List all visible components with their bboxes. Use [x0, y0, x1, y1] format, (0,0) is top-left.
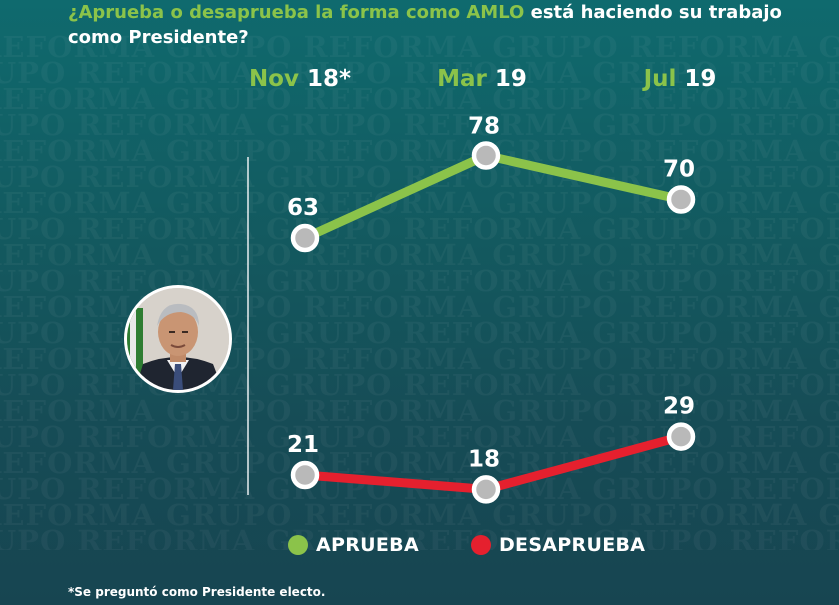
period-month: Mar: [437, 66, 495, 92]
period-month: Jul: [642, 66, 685, 92]
question-lead: ¿Aprueba o desaprueba la forma como: [68, 2, 467, 23]
data-point: [290, 460, 320, 490]
legend: APRUEBA DESAPRUEBA: [288, 534, 697, 556]
period-label: Mar 19: [437, 66, 527, 92]
data-point: [471, 475, 501, 504]
data-label: 18: [468, 446, 500, 472]
period-year: 19: [684, 66, 716, 92]
legend-item-desaprueba: DESAPRUEBA: [470, 534, 646, 556]
period-year: 18*: [307, 66, 351, 92]
legend-swatch: [470, 535, 491, 555]
question-tail: está haciendo su trabajo como Presidente…: [68, 2, 782, 48]
data-label: 63: [287, 195, 319, 221]
data-point: [666, 185, 696, 214]
data-point: [290, 223, 320, 253]
period-label: Jul 19: [642, 66, 717, 92]
chart-question: ¿Aprueba o desaprueba la forma como AMLO…: [68, 0, 828, 50]
period-labels: Nov 18* Mar 19 Jul 19: [249, 66, 716, 92]
amlo-portrait-icon: [124, 285, 232, 393]
data-label: 70: [663, 157, 695, 183]
legend-item-aprueba: APRUEBA: [288, 534, 419, 556]
legend-swatch: [288, 535, 308, 555]
legend-label: DESAPRUEBA: [498, 534, 646, 556]
series-layer: 63 78 70 21 18 29: [287, 114, 696, 504]
period-year: 19: [495, 66, 527, 92]
period-label: Nov 18*: [249, 66, 351, 92]
data-label: 21: [287, 432, 319, 458]
data-label: 78: [468, 114, 500, 140]
data-point: [471, 141, 501, 170]
period-month: Nov: [249, 66, 307, 92]
question-subject: AMLO: [466, 2, 525, 23]
footnote: *Se preguntó como Presidente electo.: [68, 585, 326, 599]
data-point: [666, 422, 696, 451]
data-label: 29: [663, 394, 695, 420]
legend-label: APRUEBA: [316, 534, 419, 556]
